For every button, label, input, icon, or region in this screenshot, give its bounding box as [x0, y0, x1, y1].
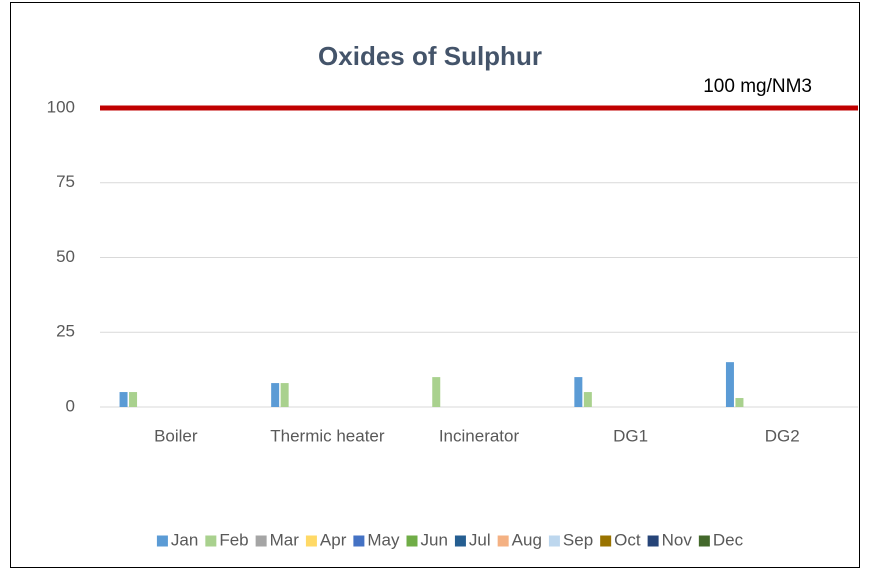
legend-label: Jun — [421, 530, 448, 549]
bar — [432, 377, 441, 407]
bar — [129, 392, 138, 407]
bar — [725, 362, 734, 407]
bar — [280, 383, 289, 407]
legend-item: Apr — [305, 530, 347, 549]
x-tick-label: DG2 — [765, 426, 800, 445]
x-tick-label: Boiler — [154, 426, 198, 445]
legend-label: Nov — [662, 530, 693, 549]
legend-swatch — [156, 535, 168, 547]
x-tick-label: Thermic heater — [270, 426, 385, 445]
legend-swatch — [548, 535, 560, 547]
legend-label: Apr — [320, 530, 347, 549]
legend-label: Jan — [171, 530, 198, 549]
legend-item: Jul — [454, 530, 491, 549]
y-tick-label: 75 — [56, 172, 75, 191]
legend-item: Nov — [647, 530, 693, 549]
legend-item: May — [353, 530, 400, 549]
legend-swatch — [305, 535, 317, 547]
y-tick-label: 100 — [47, 97, 75, 116]
legend-swatch — [497, 535, 509, 547]
x-tick-label: Incinerator — [439, 426, 520, 445]
legend-label: Oct — [614, 530, 641, 549]
legend-swatch — [454, 535, 466, 547]
bar — [574, 377, 583, 407]
legend-label: Aug — [512, 530, 542, 549]
bar — [583, 392, 592, 407]
legend-item: Feb — [205, 530, 249, 549]
legend-label: Sep — [563, 530, 593, 549]
legend-item: Mar — [255, 530, 300, 549]
x-tick-label: DG1 — [613, 426, 648, 445]
legend-item: Sep — [548, 530, 593, 549]
legend-item: Oct — [600, 530, 641, 549]
legend-item: Jun — [406, 530, 448, 549]
legend-swatch — [600, 535, 612, 547]
chart-border — [10, 2, 860, 568]
legend-label: Mar — [270, 530, 300, 549]
legend-swatch — [698, 535, 710, 547]
legend-swatch — [205, 535, 217, 547]
legend-swatch — [255, 535, 267, 547]
legend-item: Dec — [698, 530, 744, 549]
legend-swatch — [353, 535, 365, 547]
legend-swatch — [406, 535, 418, 547]
bar — [735, 398, 744, 407]
bar — [119, 392, 128, 407]
legend-swatch — [647, 535, 659, 547]
y-tick-label: 50 — [56, 247, 75, 266]
y-tick-label: 25 — [56, 322, 75, 341]
legend-item: Jan — [156, 530, 198, 549]
legend-label: Feb — [219, 530, 248, 549]
reference-label: 100 mg/NM3 — [703, 76, 812, 97]
legend-item: Aug — [497, 530, 542, 549]
legend-label: May — [367, 530, 400, 549]
chart-title: Oxides of Sulphur — [318, 41, 542, 71]
legend-label: Dec — [713, 530, 744, 549]
bar — [271, 383, 280, 407]
y-tick-label: 0 — [66, 396, 75, 415]
legend-label: Jul — [469, 530, 491, 549]
